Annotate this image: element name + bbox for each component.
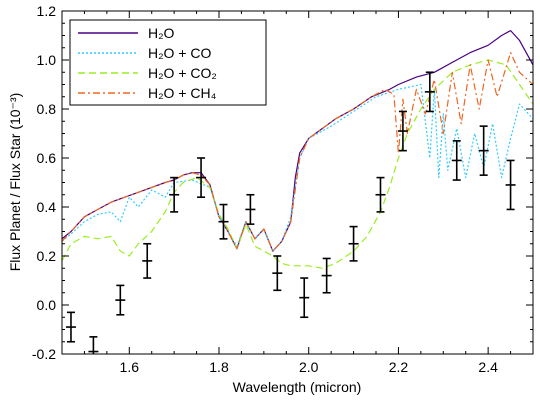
- data-point: [65, 311, 76, 343]
- data-point: [375, 176, 386, 213]
- data-point: [451, 140, 462, 181]
- series-layer: [62, 30, 533, 269]
- data-point: [169, 176, 180, 213]
- y-tick-label: 1.2: [37, 3, 57, 19]
- x-tick-label: 1.8: [209, 359, 229, 375]
- legend-label-2: H₂O + CO₂: [148, 65, 217, 81]
- y-axis-label: Flux Planet / Flux Star (10⁻³): [7, 93, 23, 272]
- series-line-0: [62, 30, 533, 252]
- data-point: [196, 157, 207, 198]
- legend-label-1: H₂O + CO: [148, 45, 212, 61]
- data-point: [245, 193, 256, 225]
- x-tick-label: 2.2: [389, 359, 409, 375]
- data-point: [397, 110, 408, 152]
- y-tick-label: 0.0: [37, 297, 57, 313]
- y-tick-label: 0.6: [37, 150, 57, 166]
- x-tick-label: 2.0: [299, 359, 319, 375]
- x-axis-label: Wavelength (micron): [233, 379, 362, 395]
- data-point: [321, 257, 332, 294]
- data-point: [272, 255, 283, 292]
- x-tick-label: 2.4: [478, 359, 498, 375]
- data-point: [424, 71, 435, 113]
- data-point: [142, 242, 153, 279]
- series-line-1: [62, 83, 533, 252]
- y-tick-label: 0.2: [37, 248, 57, 264]
- data-point: [115, 284, 126, 316]
- x-tick-label: 1.6: [120, 359, 140, 375]
- data-point: [299, 277, 310, 319]
- data-point: [478, 125, 489, 176]
- y-tick-label: -0.2: [32, 346, 56, 362]
- data-point: [505, 159, 516, 211]
- data-point: [348, 225, 359, 262]
- axes-layer: 1.6 1.8 2.0 2.2 2.4 -0.2 0.0 0.2 0.4 0.6 0.8 1.0 1.2: [32, 3, 534, 375]
- series-line-2: [62, 59, 533, 269]
- data-point: [88, 336, 99, 354]
- y-tick-label: 0.8: [37, 101, 57, 117]
- legend-box: [69, 19, 267, 106]
- errorbar-layer: [65, 71, 516, 354]
- data-point: [218, 203, 229, 240]
- y-tick-label: 0.4: [37, 199, 57, 215]
- legend: H₂O H₂O + CO H₂O + CO₂ H₂O + CH₄: [69, 19, 267, 106]
- legend-label-3: H₂O + CH₄: [148, 85, 217, 101]
- series-line-3: [62, 51, 533, 252]
- y-tick-label: 1.0: [37, 52, 57, 68]
- legend-label-0: H₂O: [148, 25, 175, 41]
